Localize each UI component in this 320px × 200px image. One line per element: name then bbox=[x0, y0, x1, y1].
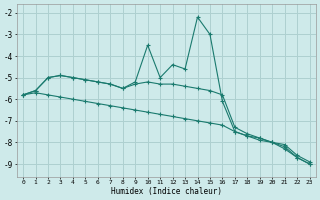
X-axis label: Humidex (Indice chaleur): Humidex (Indice chaleur) bbox=[111, 187, 222, 196]
